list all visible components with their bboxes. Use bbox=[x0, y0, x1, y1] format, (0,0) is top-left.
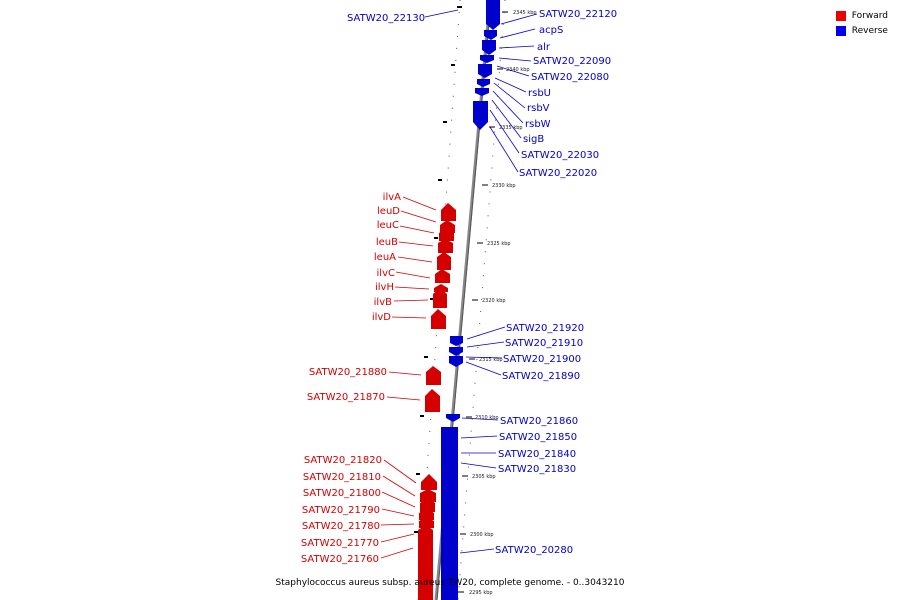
gene-label: leuB bbox=[376, 237, 398, 248]
gene-label: leuD bbox=[377, 206, 400, 217]
gene-label: ilvA bbox=[383, 192, 401, 203]
map-caption: Staphylococcus aureus subsp. aureus TW20… bbox=[275, 578, 625, 588]
forward-labels: ilvA leuD leuC leuB leuA ilvC ilvH ilvB … bbox=[301, 192, 401, 565]
gene-label: SATW20_22080 bbox=[531, 72, 609, 83]
gene-label: SATW20_21800 bbox=[303, 488, 381, 499]
gene-label: SATW20_21830 bbox=[498, 464, 576, 475]
tick-label: 2300 kbp bbox=[470, 532, 494, 538]
gene-label: leuA bbox=[374, 252, 396, 263]
gene-label: ilvB bbox=[374, 297, 392, 308]
gene-label: SATW20_22130 bbox=[347, 13, 425, 24]
gene-label: SATW20_21900 bbox=[503, 354, 581, 365]
legend-item-forward: Forward bbox=[835, 8, 888, 23]
forward-leaders bbox=[380, 196, 437, 559]
tick-label: 2310 kbp bbox=[475, 415, 499, 421]
tick-label: 2315 kbp bbox=[479, 357, 503, 363]
gene-label: ilvD bbox=[372, 312, 391, 323]
tick-label: 2325 kbp bbox=[487, 241, 511, 247]
gene-label: rsbU bbox=[528, 88, 551, 99]
gene-label: sigB bbox=[523, 134, 544, 145]
reverse-labels: SATW20_22130 SATW20_22120 acpS alr SATW2… bbox=[347, 9, 617, 556]
forward-swatch bbox=[835, 10, 846, 21]
gene-label: SATW20_22030 bbox=[521, 150, 599, 161]
tick-label: 2345 kbp bbox=[513, 10, 537, 16]
tick-label: 2335 kbp bbox=[499, 125, 523, 131]
gene-label: ilvC bbox=[377, 268, 395, 279]
tick-label: 2330 kbp bbox=[492, 183, 516, 189]
gene-label: SATW20_21770 bbox=[301, 538, 379, 549]
gene-label: rsbV bbox=[527, 103, 550, 114]
reverse-swatch bbox=[835, 25, 846, 36]
forward-genes bbox=[418, 203, 456, 600]
kbp-ticks: 2345 kbp 2340 kbp 2335 kbp 2330 kbp 2325… bbox=[458, 10, 537, 596]
gene-label: acpS bbox=[539, 25, 563, 36]
gene-label: rsbW bbox=[525, 119, 551, 130]
tick-label: 2320 kbp bbox=[482, 298, 506, 304]
gene-label: SATW20_21850 bbox=[499, 432, 577, 443]
gene-label: SATW20_21910 bbox=[505, 338, 583, 349]
legend: Forward Reverse bbox=[835, 8, 888, 38]
gene-label: SATW20_21790 bbox=[302, 505, 380, 516]
tick-label: 2305 kbp bbox=[472, 474, 496, 480]
track-dashes bbox=[414, 6, 462, 533]
gene-label: SATW20_21810 bbox=[303, 472, 381, 483]
gene-label: SATW20_21920 bbox=[506, 323, 584, 334]
gene-label: SATW20_21860 bbox=[500, 416, 578, 427]
legend-label: Reverse bbox=[851, 25, 888, 36]
gene-label: SATW20_21760 bbox=[301, 554, 379, 565]
tick-label: 2340 kbp bbox=[506, 67, 530, 73]
tick-label: 2295 kbp bbox=[469, 590, 493, 596]
gene-label: leuC bbox=[377, 220, 399, 231]
legend-item-reverse: Reverse bbox=[835, 23, 888, 38]
gene-label: SATW20_21840 bbox=[498, 449, 576, 460]
gene-label: SATW20_21780 bbox=[302, 521, 380, 532]
gene-label: SATW20_21890 bbox=[502, 371, 580, 382]
reverse-leaders bbox=[424, 9, 538, 554]
reverse-track bbox=[457, 0, 506, 600]
gene-label: ilvH bbox=[375, 282, 394, 293]
gene-label: SATW20_22120 bbox=[539, 9, 617, 20]
gene-label: SATW20_20280 bbox=[495, 545, 573, 556]
legend-label: Forward bbox=[851, 10, 888, 21]
gene-label: SATW20_21820 bbox=[304, 455, 382, 466]
gene-label: SATW20_21880 bbox=[309, 367, 387, 378]
reverse-genes bbox=[441, 0, 500, 600]
gene-label: SATW20_22090 bbox=[533, 56, 611, 67]
gene-label: SATW20_21870 bbox=[307, 392, 385, 403]
gene-label: alr bbox=[537, 42, 551, 53]
gene-label: SATW20_22020 bbox=[519, 168, 597, 179]
